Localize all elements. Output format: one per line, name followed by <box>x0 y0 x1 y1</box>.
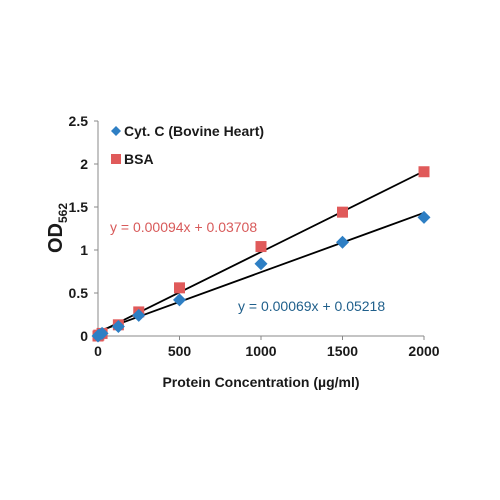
y-tick-label: 2.5 <box>69 113 89 129</box>
axes: 0 0.5 1 1.5 2 2.5 0 500 1000 1500 2000 <box>69 113 440 359</box>
data-point-cytc <box>132 308 146 322</box>
svg-text:OD562: OD562 <box>45 203 70 253</box>
data-point-cytc <box>95 326 109 340</box>
y-axis-title-main: OD <box>45 223 67 253</box>
fit-line-cytc <box>97 211 425 333</box>
legend-square-icon <box>111 154 121 164</box>
y-tick-label: 2 <box>80 156 88 172</box>
legend-item-cytc: Cyt. C (Bovine Heart) <box>111 123 264 139</box>
data-point-cytc <box>111 320 125 334</box>
y-axis-title-subscript: 562 <box>56 203 70 223</box>
x-tick-label: 1000 <box>245 343 276 359</box>
data-point-bsa <box>418 166 430 178</box>
x-tick-label: 2000 <box>408 343 439 359</box>
data-point-cytc <box>173 293 186 307</box>
equation-bsa: y = 0.00094x + 0.03708 <box>110 219 257 235</box>
data-point-cytc <box>254 257 268 271</box>
y-tick-label: 0.5 <box>69 285 89 301</box>
data-point-bsa <box>255 241 267 253</box>
x-tick-label: 500 <box>168 343 192 359</box>
y-tick-label: 0 <box>80 328 88 344</box>
legend-label-bsa: BSA <box>124 151 154 167</box>
data-point-bsa <box>174 282 185 294</box>
legend: Cyt. C (Bovine Heart) BSA <box>111 123 264 167</box>
data-point-cytc <box>336 235 349 249</box>
x-tick-label: 1500 <box>327 343 358 359</box>
y-axis-title: OD562 <box>45 203 70 253</box>
legend-label-cytc: Cyt. C (Bovine Heart) <box>124 123 264 139</box>
x-axis-title: Protein Concentration (µg/ml) <box>162 374 359 390</box>
data-markers <box>91 166 431 343</box>
legend-diamond-icon <box>111 126 121 136</box>
equation-cytc: y = 0.00069x + 0.05218 <box>238 298 385 314</box>
y-tick-label: 1.5 <box>69 199 89 215</box>
data-point-bsa <box>337 206 348 218</box>
y-tick-label: 1 <box>80 242 88 258</box>
data-point-cytc <box>417 210 431 224</box>
x-tick-label: 0 <box>94 343 102 359</box>
legend-item-bsa: BSA <box>111 151 154 167</box>
